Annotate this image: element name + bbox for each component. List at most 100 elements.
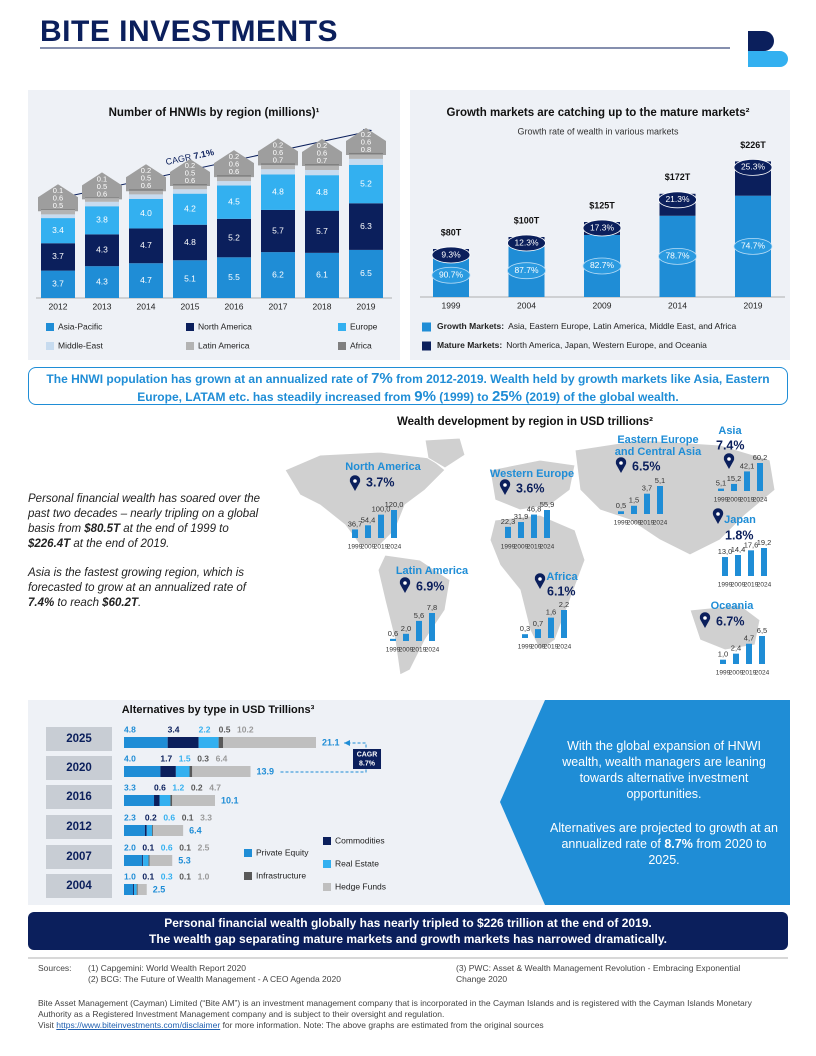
value-label: 2.3	[124, 812, 136, 822]
value-label: 0.6	[161, 842, 173, 852]
disclaimer-link[interactable]: https://www.biteinvestments.com/disclaim…	[56, 1020, 221, 1030]
bar-segment	[217, 218, 251, 258]
label-badge	[733, 158, 773, 176]
legend-swatch	[46, 342, 54, 350]
bar-segment	[129, 263, 163, 298]
value-label: 0.3	[197, 753, 209, 763]
label-badge	[507, 234, 546, 252]
cagr-arrowhead	[344, 740, 351, 746]
bar-segment	[85, 206, 119, 235]
value-label: 90.7%	[439, 269, 464, 279]
mini-bar	[378, 514, 384, 538]
bar-segment	[129, 198, 163, 229]
x-tick-label: 2024	[757, 582, 772, 589]
bar-segment	[143, 855, 149, 866]
mini-bar	[561, 610, 567, 638]
continent	[424, 437, 466, 469]
value-label: 2,2	[559, 600, 569, 609]
label-badge	[431, 246, 471, 264]
total-label: 13.9	[256, 766, 274, 776]
text: to reach	[54, 597, 103, 609]
x-tick-label: 2024	[425, 647, 440, 654]
x-tick-label: 2004	[517, 300, 536, 310]
year-box	[46, 756, 112, 780]
value-label: 6,5	[757, 626, 767, 635]
page-title: BITE INVESTMENTS	[40, 15, 338, 48]
value-label: 0.6	[141, 181, 151, 190]
x-tick-label: 2009	[593, 300, 612, 310]
bar-segment	[349, 154, 383, 159]
bar-segment	[217, 181, 251, 186]
value-label: 5.1	[184, 273, 196, 283]
bar-segment	[223, 737, 317, 748]
bar-segment	[144, 825, 147, 836]
legend-detail: Asia, Eastern Europe, Latin America, Mid…	[508, 321, 736, 331]
value-label: 1,6	[546, 608, 556, 617]
value-label: 0.3	[161, 871, 173, 881]
bar-segment	[136, 884, 138, 895]
bar-segment	[153, 825, 184, 836]
mini-bar	[720, 659, 726, 664]
bar-segment	[305, 252, 339, 298]
logo-bottom	[748, 51, 788, 67]
map-pin	[699, 612, 711, 628]
cagr-box	[353, 749, 382, 769]
value-label: 5,1	[716, 479, 726, 488]
map-pin-dot	[353, 479, 357, 483]
x-tick-label: 2009	[361, 544, 376, 551]
value-label: 0.2	[145, 812, 157, 822]
paragraph: Alternatives are projected to growth at …	[550, 820, 778, 868]
y-tick-label: 2020	[66, 762, 92, 774]
arrow-cap	[170, 159, 210, 187]
value-label: 1,5	[629, 496, 639, 505]
x-tick-label: 2014	[137, 301, 156, 311]
cagr-label: CAGR	[357, 751, 378, 758]
region-cagr: 7.4%	[716, 438, 745, 452]
total-label: 6.4	[189, 825, 202, 835]
value-label: 4.5	[228, 196, 240, 206]
bar-segment	[85, 197, 119, 199]
mini-bar	[522, 634, 528, 638]
value-label: 5.2	[360, 178, 372, 188]
total-label: $100T	[514, 215, 540, 225]
legend-label: Real Estate	[335, 858, 379, 868]
bar-segment	[261, 164, 295, 170]
disclaimer-text: Visit	[38, 1020, 57, 1030]
bar-segment	[349, 164, 383, 204]
text: With the global expansion of HNWI wealth…	[562, 739, 766, 801]
value-label: 2,4	[731, 644, 741, 653]
mini-bar	[618, 511, 624, 514]
bar-segment	[124, 766, 161, 777]
total-label: $172T	[665, 172, 691, 182]
highlight-banner: The HNWI population has grown at an annu…	[28, 367, 788, 405]
value-label: 100,0	[372, 505, 391, 514]
banner-text: (1999) to	[435, 390, 492, 404]
x-tick-label: 2018	[313, 301, 332, 311]
bar-segment	[349, 203, 383, 250]
bar-segment	[305, 210, 339, 253]
chart-title: Growth markets are catching up to the ma…	[447, 107, 750, 119]
value-label: 4.7	[209, 782, 221, 792]
value-label: 3.8	[96, 215, 108, 225]
bold-text: $226.4T	[28, 538, 71, 550]
bar-segment	[41, 209, 75, 210]
continent	[574, 439, 776, 556]
bar-segment	[134, 884, 137, 895]
legend-entry: Growth Markets: Asia, Eastern Europe, Lat…	[437, 321, 737, 331]
value-label: 0.2	[229, 152, 239, 161]
value-label: 0.5	[53, 201, 63, 210]
bar-segment	[124, 795, 155, 806]
value-label: 4.0	[124, 753, 136, 763]
paragraph: With the global expansion of HNWI wealth…	[550, 738, 778, 802]
legend-label: Latin America	[198, 340, 250, 350]
source-item: (3) PWC: Asset & Wealth Management Revol…	[456, 963, 741, 984]
x-tick-label: 1999	[716, 670, 731, 677]
bar-segment	[261, 252, 295, 298]
region-name: Western Europe	[489, 468, 575, 480]
callout-shape	[500, 700, 790, 905]
value-label: 1,0	[718, 650, 728, 659]
bar-segment	[85, 201, 119, 207]
mini-bar	[390, 638, 396, 641]
legend-swatch	[244, 872, 252, 880]
